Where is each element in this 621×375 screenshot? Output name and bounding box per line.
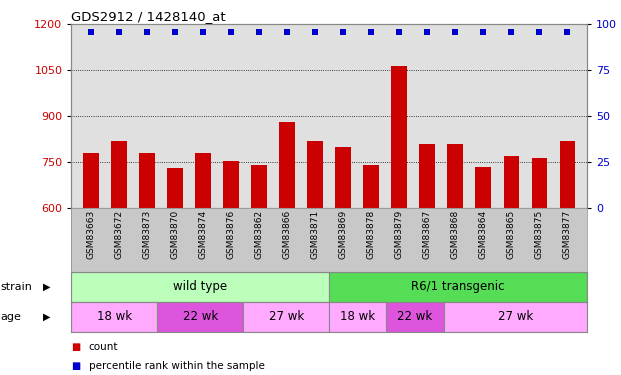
Text: ■: ■ — [71, 342, 81, 352]
Point — [562, 29, 572, 35]
Text: 22 wk: 22 wk — [397, 310, 433, 323]
Text: ■: ■ — [71, 361, 81, 370]
Text: GSM83865: GSM83865 — [507, 210, 515, 259]
Text: ▶: ▶ — [43, 312, 50, 322]
Bar — [83, 153, 99, 375]
Text: percentile rank within the sample: percentile rank within the sample — [89, 361, 265, 370]
Point — [450, 29, 460, 35]
Text: GSM83866: GSM83866 — [283, 210, 292, 259]
Point — [282, 29, 292, 35]
Bar — [243, 302, 329, 332]
Bar — [532, 158, 547, 375]
Point — [338, 29, 348, 35]
Text: GSM83871: GSM83871 — [310, 210, 320, 259]
Text: 18 wk: 18 wk — [97, 310, 132, 323]
Point — [394, 29, 404, 35]
Text: GSM83869: GSM83869 — [338, 210, 348, 259]
Bar — [224, 160, 239, 375]
Text: GSM83873: GSM83873 — [143, 210, 152, 259]
Text: age: age — [0, 312, 21, 322]
Bar — [157, 302, 243, 332]
Bar — [279, 122, 295, 375]
Bar — [111, 141, 127, 375]
Point — [534, 29, 544, 35]
Bar — [329, 302, 386, 332]
Text: GDS2912 / 1428140_at: GDS2912 / 1428140_at — [71, 10, 226, 23]
Text: 18 wk: 18 wk — [340, 310, 375, 323]
Bar — [448, 144, 463, 375]
Text: ▶: ▶ — [43, 282, 50, 292]
Point — [478, 29, 488, 35]
Text: GSM83877: GSM83877 — [563, 210, 572, 259]
Text: count: count — [89, 342, 119, 352]
Bar — [71, 272, 329, 302]
Bar — [167, 168, 183, 375]
Text: 22 wk: 22 wk — [183, 310, 218, 323]
Point — [198, 29, 208, 35]
Bar — [443, 302, 587, 332]
Bar — [476, 167, 491, 375]
Text: 27 wk: 27 wk — [268, 310, 304, 323]
Bar — [504, 156, 519, 375]
Text: strain: strain — [0, 282, 32, 292]
Bar — [391, 66, 407, 375]
Point — [170, 29, 180, 35]
Text: R6/1 transgenic: R6/1 transgenic — [411, 280, 505, 293]
Bar — [329, 272, 587, 302]
Text: GSM83879: GSM83879 — [395, 210, 404, 259]
Text: wild type: wild type — [173, 280, 227, 293]
Point — [506, 29, 516, 35]
Bar — [139, 153, 155, 375]
Text: GSM83663: GSM83663 — [86, 210, 96, 259]
Point — [226, 29, 236, 35]
Text: GSM83862: GSM83862 — [255, 210, 263, 259]
Bar — [363, 165, 379, 375]
Bar — [386, 302, 443, 332]
Bar — [335, 147, 351, 375]
Point — [310, 29, 320, 35]
Point — [114, 29, 124, 35]
Text: GSM83867: GSM83867 — [423, 210, 432, 259]
Text: GSM83868: GSM83868 — [451, 210, 460, 259]
Text: 27 wk: 27 wk — [497, 310, 533, 323]
Point — [86, 29, 96, 35]
Text: GSM83878: GSM83878 — [366, 210, 376, 259]
Text: GSM83875: GSM83875 — [535, 210, 544, 259]
Point — [142, 29, 152, 35]
Bar — [71, 302, 157, 332]
Point — [254, 29, 264, 35]
Bar — [307, 141, 323, 375]
Point — [422, 29, 432, 35]
Bar — [419, 144, 435, 375]
Bar — [560, 141, 575, 375]
Text: GSM83876: GSM83876 — [227, 210, 235, 259]
Text: GSM83870: GSM83870 — [171, 210, 179, 259]
Point — [366, 29, 376, 35]
Text: GSM83874: GSM83874 — [199, 210, 207, 259]
Text: GSM83864: GSM83864 — [479, 210, 487, 259]
Bar — [252, 165, 267, 375]
Bar — [196, 153, 211, 375]
Text: GSM83672: GSM83672 — [114, 210, 124, 259]
